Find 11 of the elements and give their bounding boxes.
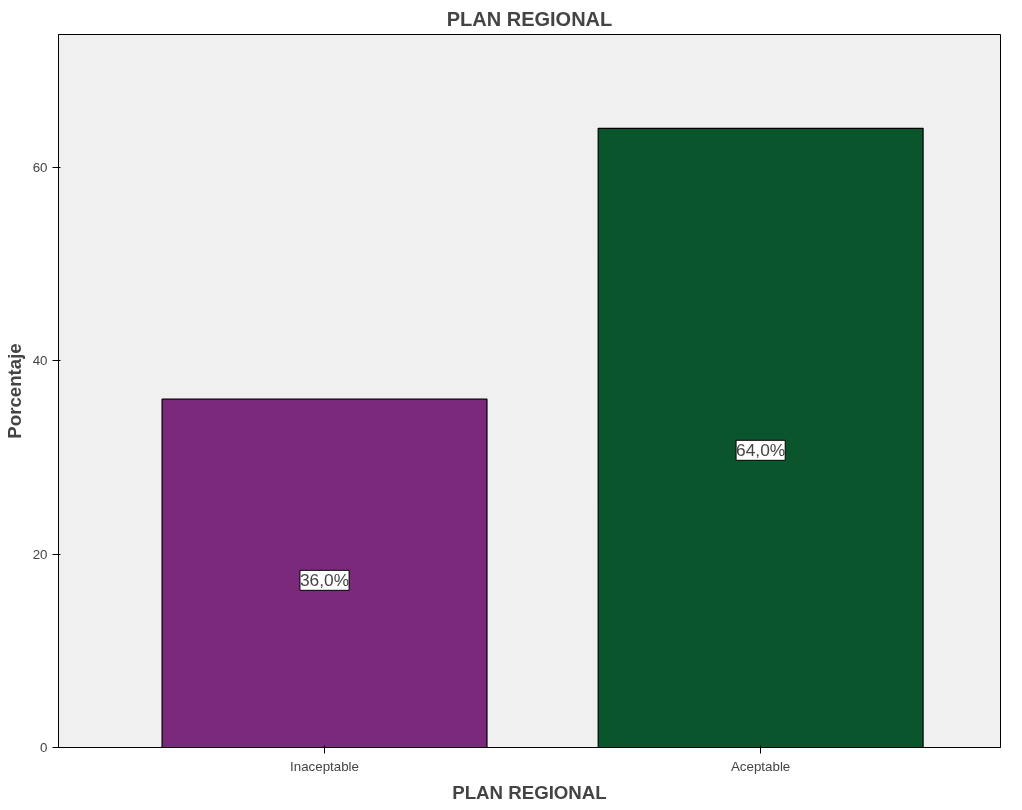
chart-title: PLAN REGIONAL [446,7,613,30]
x-axis-title: PLAN REGIONAL [452,781,607,803]
y-axis-title: Porcentaje [3,343,25,439]
y-tick-label: 60 [32,159,48,175]
y-tick-label: 40 [32,353,48,369]
data-label: 64,0% [736,440,786,461]
x-tick-label: Inaceptable [290,758,359,774]
x-tick-label: Aceptable [731,758,791,774]
y-tick-label: 0 [40,740,48,755]
y-tick-label: 20 [32,546,48,562]
data-label: 36,0% [299,570,350,591]
